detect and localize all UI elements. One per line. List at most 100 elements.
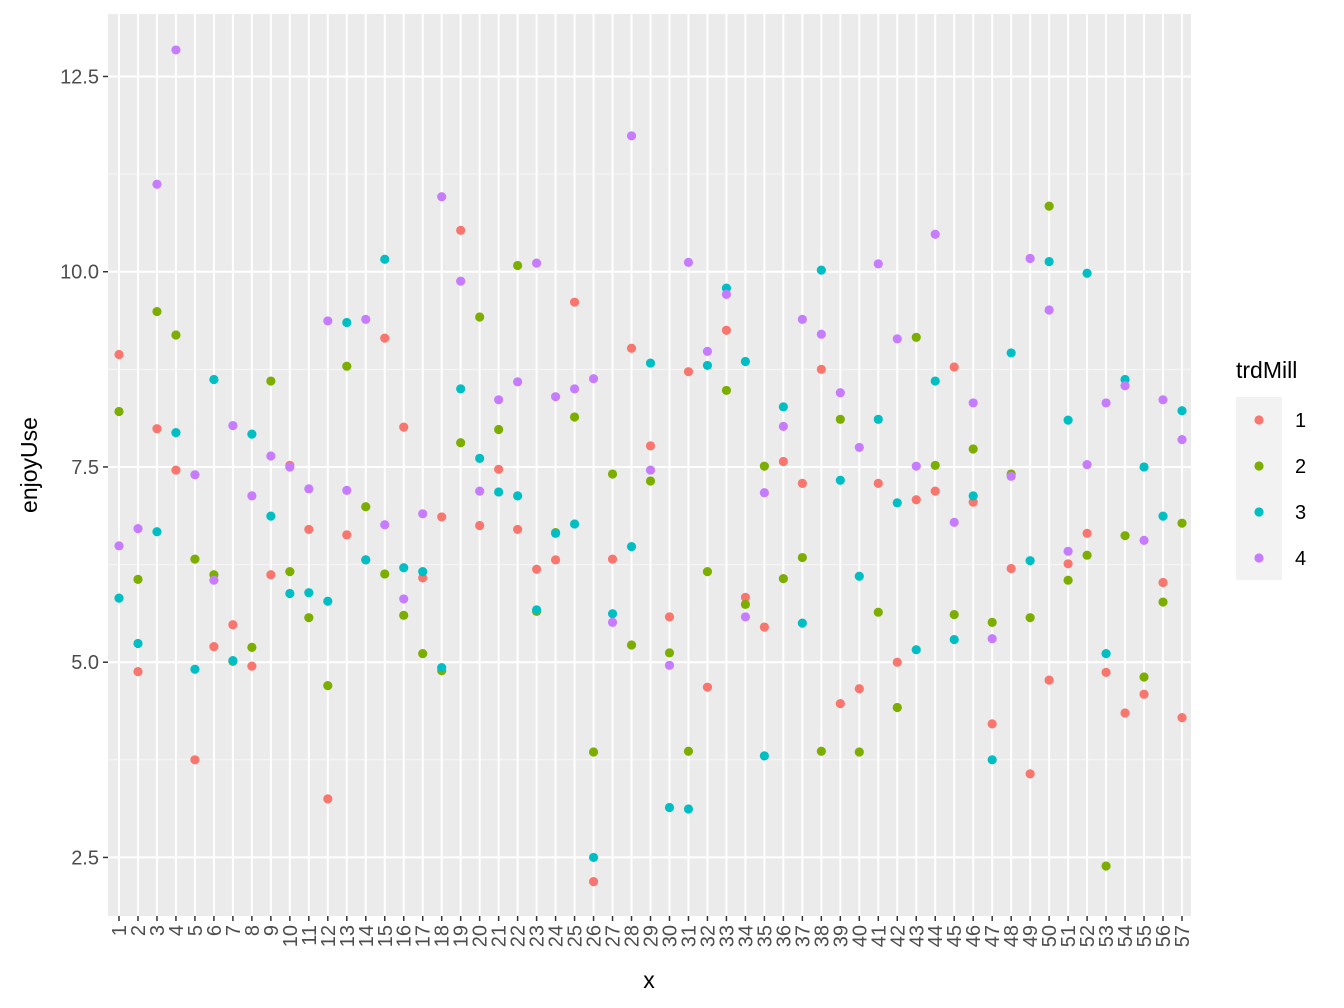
data-point-series-4	[209, 575, 219, 585]
data-point-series-4	[247, 491, 257, 501]
data-point-series-3	[437, 663, 447, 673]
legend-label: 4	[1295, 548, 1306, 570]
data-point-series-4	[399, 594, 409, 604]
x-tick-label: 57	[1172, 925, 1194, 947]
data-point-series-3	[171, 427, 181, 438]
data-point-series-1	[835, 698, 845, 709]
data-point-series-1	[588, 877, 599, 887]
data-point-series-1	[133, 666, 143, 677]
data-point-series-3	[1158, 511, 1168, 521]
data-point-series-2	[626, 640, 637, 650]
data-point-series-1	[702, 682, 713, 692]
data-point-series-3	[494, 487, 504, 497]
data-point-series-1	[114, 349, 124, 360]
data-point-series-4	[475, 486, 485, 496]
data-point-series-1	[228, 620, 238, 630]
data-point-series-1	[1006, 563, 1016, 574]
data-point-series-2	[152, 306, 162, 317]
data-point-series-2	[456, 438, 466, 448]
data-point-series-4	[494, 395, 504, 405]
x-tick-label: 23	[527, 925, 549, 947]
data-point-series-4	[721, 289, 732, 299]
data-point-series-4	[569, 384, 580, 394]
legend-label: 1	[1295, 410, 1306, 432]
data-point-series-1	[721, 325, 732, 335]
x-tick-label: 7	[223, 925, 245, 936]
data-point-series-4	[304, 484, 314, 494]
x-tick-label: 20	[470, 925, 492, 947]
data-point-series-4	[835, 388, 845, 398]
data-point-series-4	[987, 634, 997, 644]
data-point-series-3	[607, 609, 618, 619]
x-tick-label: 5	[185, 925, 207, 936]
data-point-series-4	[664, 660, 675, 670]
data-point-series-3	[740, 356, 751, 367]
data-point-series-3	[778, 402, 788, 412]
data-point-series-3	[892, 498, 902, 508]
y-axis: 2.5 5.0 7.5 10.0 12.5	[60, 66, 108, 869]
data-point-series-3	[513, 491, 523, 501]
y-axis-title: enjoyUse	[16, 417, 42, 513]
x-tick-label: 37	[792, 925, 814, 947]
data-point-series-1	[550, 555, 561, 565]
data-point-series-2	[133, 574, 143, 585]
data-point-series-4	[645, 465, 656, 475]
data-point-series-2	[361, 502, 371, 512]
data-point-series-3	[797, 618, 807, 628]
data-point-series-3	[133, 638, 143, 649]
x-tick-label: 16	[394, 925, 416, 947]
x-tick-label: 47	[982, 925, 1004, 947]
data-point-series-3	[1025, 556, 1035, 566]
legend-label: 2	[1295, 456, 1306, 478]
data-point-series-4	[1139, 535, 1149, 545]
data-point-series-4	[683, 257, 694, 267]
data-point-series-1	[1044, 675, 1054, 685]
data-point-series-3	[399, 563, 409, 573]
data-point-series-1	[930, 486, 940, 496]
x-tick-label: 10	[280, 925, 302, 947]
x-tick-label: 14	[356, 925, 378, 947]
data-point-series-1	[1158, 577, 1168, 588]
data-point-series-2	[569, 412, 580, 422]
data-point-series-3	[475, 453, 485, 463]
data-point-series-1	[1177, 713, 1187, 723]
data-point-series-2	[190, 554, 200, 564]
x-tick-label: 1	[109, 925, 131, 936]
data-point-series-1	[759, 622, 769, 632]
data-point-series-2	[930, 460, 940, 470]
x-axis: 1234567891011121314151617181920212223242…	[109, 916, 1194, 947]
data-point-series-3	[702, 360, 713, 371]
y-tick-label: 12.5	[60, 66, 99, 88]
x-tick-label: 17	[413, 925, 435, 947]
data-point-series-3	[247, 429, 257, 439]
x-tick-label: 30	[659, 925, 681, 947]
data-point-series-2	[475, 312, 485, 322]
data-point-series-3	[418, 567, 428, 577]
y-tick-label: 2.5	[71, 847, 99, 869]
data-point-series-1	[304, 524, 314, 535]
data-point-series-3	[114, 593, 124, 603]
x-tick-label: 28	[622, 925, 644, 947]
data-point-series-4	[930, 229, 940, 239]
data-point-series-4	[550, 392, 561, 402]
x-tick-label: 51	[1058, 925, 1080, 947]
data-point-series-4	[1063, 546, 1073, 556]
data-point-series-4	[588, 374, 599, 384]
x-tick-label: 56	[1153, 925, 1175, 947]
data-point-series-2	[494, 424, 504, 435]
data-point-series-1	[949, 362, 959, 372]
data-point-series-2	[987, 617, 997, 627]
x-tick-label: 6	[204, 925, 226, 936]
data-point-series-1	[1139, 689, 1149, 699]
data-point-series-1	[645, 441, 656, 451]
y-tick-label: 7.5	[71, 457, 99, 479]
data-point-series-2	[1101, 861, 1111, 871]
data-point-series-4	[740, 612, 751, 622]
x-tick-label: 8	[242, 925, 264, 936]
data-point-series-4	[1044, 305, 1054, 315]
data-point-series-1	[1101, 667, 1111, 677]
legend: trdMill 1 2 3 4	[1236, 357, 1306, 580]
grid-major	[108, 14, 1191, 916]
x-tick-label: 54	[1115, 925, 1137, 947]
data-point-series-1	[513, 524, 523, 535]
